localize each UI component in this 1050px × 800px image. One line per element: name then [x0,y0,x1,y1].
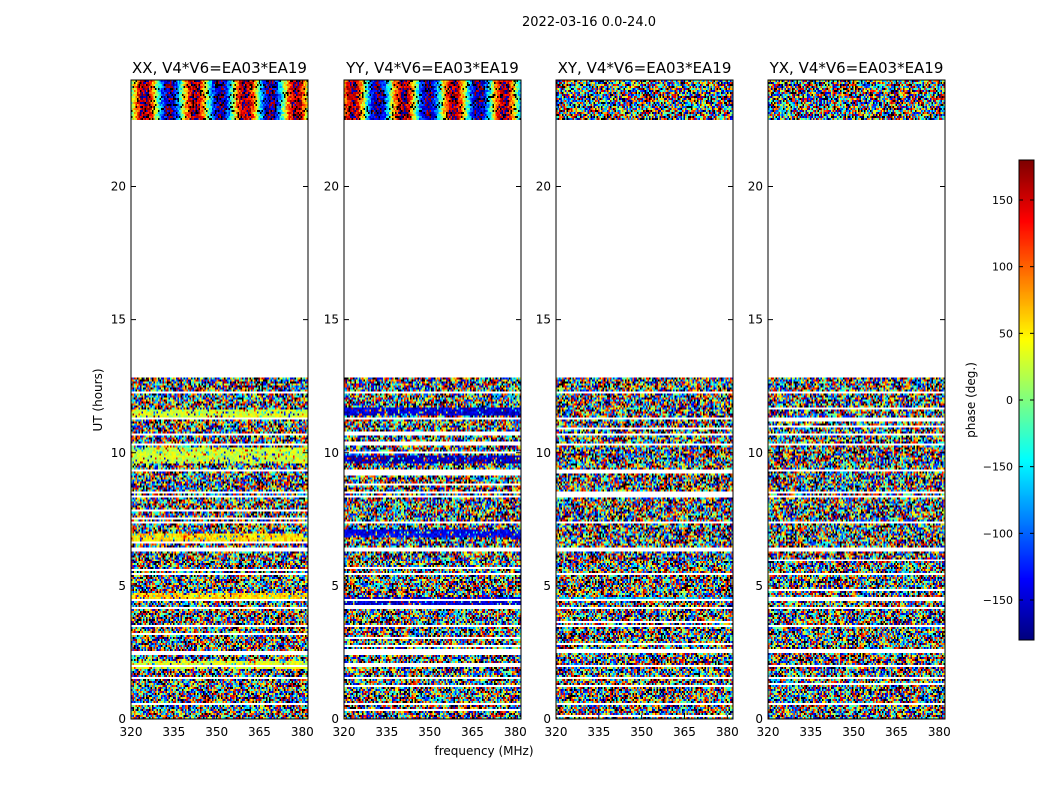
x-tick-label: 365 [248,725,271,739]
x-tick-label: 380 [504,725,527,739]
y-axis-label: UT (hours) [91,368,105,431]
y-tick-label: 15 [748,313,763,327]
y-tick-label: 10 [324,446,339,460]
x-tick-label: 365 [673,725,696,739]
phase-heatmap [768,80,945,719]
y-tick-label: 0 [543,712,551,726]
x-tick-label: 350 [630,725,653,739]
colorbar-tick-label: −150 [983,461,1013,474]
y-tick-label: 20 [748,180,763,194]
x-tick-label: 335 [375,725,398,739]
panel-title: XX, V4*V6=EA03*EA19 [132,59,307,77]
y-tick-label: 0 [755,712,763,726]
y-tick-label: 15 [111,313,126,327]
colorbar: 150 100 50 0 −150 −100 −150 [983,159,1035,641]
x-tick-label: 320 [545,725,568,739]
panel-3: XY, V4*V6=EA03*EA19 320 335 350 365 380 0 5 10 15… [536,59,739,739]
x-tick-label: 380 [928,725,951,739]
x-tick-label: 350 [205,725,228,739]
x-tick-label: 335 [162,725,185,739]
colorbar-label: phase (deg.) [964,362,978,438]
x-tick-label: 365 [461,725,484,739]
y-tick-label: 5 [755,579,763,593]
y-tick-label: 20 [536,180,551,194]
y-tick-label: 5 [118,579,126,593]
x-tick-label: 350 [418,725,441,739]
y-tick-label: 5 [331,579,339,593]
y-tick-label: 0 [118,712,126,726]
phase-heatmap [556,80,733,719]
axes-frame [767,79,946,720]
panel-2: YY, V4*V6=EA03*EA19 320 335 350 365 380 0 5 10 15… [324,59,527,739]
panel-4: YX, V4*V6=EA03*EA19 320 335 350 365 380 0 5 10 15… [748,59,951,739]
x-tick-label: 365 [885,725,908,739]
x-tick-label: 335 [799,725,822,739]
x-tick-label: 380 [291,725,314,739]
colorbar-tick-label: −150 [983,594,1013,607]
colorbar-tick-label: 100 [992,261,1013,274]
x-tick-label: 335 [587,725,610,739]
x-tick-label: 320 [333,725,356,739]
x-tick-label: 320 [120,725,143,739]
colorbar-tick-label: 50 [999,327,1013,340]
x-axis-label: frequency (MHz) [434,744,533,758]
y-tick-label: 10 [536,446,551,460]
y-tick-label: 15 [536,313,551,327]
x-tick-label: 350 [842,725,865,739]
panel-title: XY, V4*V6=EA03*EA19 [558,59,732,77]
axes-frame [343,79,522,720]
colorbar-tick-label: 0 [1006,394,1013,407]
colorbar-tick-label: −100 [983,527,1013,540]
panel-title: YX, V4*V6=EA03*EA19 [769,59,944,77]
y-tick-label: 15 [324,313,339,327]
y-tick-label: 5 [543,579,551,593]
panel-1: XX, V4*V6=EA03*EA19 320 335 350 365 380 0 5 10 15… [111,59,314,739]
y-tick-label: 20 [111,180,126,194]
panel-title: YY, V4*V6=EA03*EA19 [345,59,519,77]
phase-heatmap [344,80,521,719]
colorbar-tick-label: 150 [992,194,1013,207]
y-tick-label: 0 [331,712,339,726]
panels: XX, V4*V6=EA03*EA19 320 335 350 365 380 0 5 10 15… [111,59,951,739]
suptitle: 2022-03-16 0.0-24.0 [522,15,656,30]
axes-frame [555,79,734,720]
x-tick-label: 380 [716,725,739,739]
colorbar-gradient [1019,160,1034,640]
phase-heatmap [131,80,308,719]
y-tick-label: 10 [748,446,763,460]
y-tick-label: 20 [324,180,339,194]
axes-frame [130,79,309,720]
y-tick-label: 10 [111,446,126,460]
x-tick-label: 320 [757,725,780,739]
